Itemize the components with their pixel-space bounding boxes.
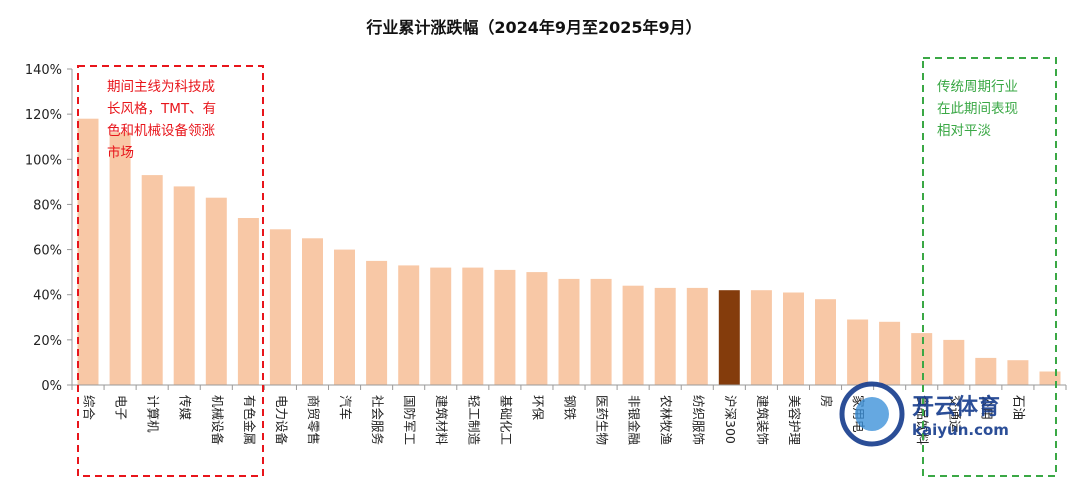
annotation-line: 色和机械设备领涨	[107, 122, 215, 139]
y-tick-label: 120%	[25, 108, 62, 123]
category-label-食品饮料: 食品饮料	[915, 395, 930, 446]
category-label-建筑装饰: 建筑装饰	[755, 395, 770, 445]
annotation-line: 传统周期行业	[937, 79, 1018, 95]
bar-机械设备	[205, 197, 227, 385]
category-label-汽车: 汽车	[338, 395, 353, 420]
category-label-房地产: 房	[819, 395, 834, 408]
bar-环保	[526, 272, 548, 385]
bar-钢铁	[558, 278, 580, 385]
y-tick-label: 0%	[41, 379, 62, 394]
category-label-交通运输: 交通运	[947, 395, 962, 433]
bar-传媒	[173, 186, 195, 385]
watermark-brand: 开云体育	[912, 394, 1000, 420]
bar-沪深300	[718, 290, 740, 385]
y-tick-label: 20%	[33, 334, 62, 349]
category-label-计算机: 计算机	[146, 395, 161, 433]
category-label-农林牧渔: 农林牧渔	[659, 395, 674, 445]
category-label-基础化工: 基础化工	[498, 395, 513, 445]
bar-煤炭	[1039, 371, 1061, 385]
bar-纺织服饰	[686, 287, 708, 385]
category-label-美容护理: 美容护理	[787, 395, 802, 446]
bar-石油石化	[1007, 360, 1029, 385]
bar-计算机	[141, 175, 163, 385]
category-label-社会服务: 社会服务	[370, 395, 385, 445]
category-label-石油石化: 石油	[1011, 395, 1026, 420]
bar-有色金属	[237, 218, 259, 385]
bar-房地产	[815, 299, 836, 385]
y-tick-label: 60%	[33, 244, 62, 259]
category-label-有色金属: 有色金属	[242, 395, 257, 445]
bar-交通运输	[943, 339, 965, 385]
category-label-机械设备: 机械设备	[210, 395, 225, 446]
category-label-商贸零售: 商贸零售	[306, 395, 321, 445]
category-label-非银金融: 非银金融	[627, 395, 642, 446]
bar-轻工制造	[462, 267, 484, 385]
category-label-沪深300: 沪深300	[723, 395, 738, 444]
bar-商贸零售	[302, 238, 323, 385]
annotation-line: 市场	[107, 144, 134, 161]
bar-农林牧渔	[654, 287, 676, 385]
category-label-环保: 环保	[530, 395, 545, 421]
category-label-电力设备: 电力设备	[274, 395, 289, 446]
bar-医药生物	[590, 278, 612, 385]
bar-建筑材料	[430, 267, 452, 385]
category-label-综合: 综合	[82, 395, 97, 421]
y-tick-label: 80%	[33, 198, 62, 213]
y-tick-label: 140%	[25, 63, 62, 78]
y-axis: 0% 20% 40% 60% 80% 100% 120% 140%	[25, 63, 73, 394]
y-tick-label: 40%	[33, 289, 62, 304]
x-axis	[71, 384, 1067, 390]
right-annotation-box	[922, 57, 1057, 477]
category-label-钢铁: 钢铁	[563, 395, 578, 421]
category-label-国防军工: 国防军工	[402, 395, 417, 445]
category-label-传媒: 传媒	[178, 395, 193, 421]
category-label-轻工制造: 轻工制造	[466, 395, 481, 446]
category-label-公用事业: 公用	[979, 395, 994, 420]
watermark-ball-icon	[855, 397, 889, 431]
watermark-logo-icon	[839, 381, 905, 447]
annotation-line: 期间主线为科技成	[107, 79, 215, 95]
bar-通信	[879, 321, 901, 385]
y-tick-label: 100%	[25, 153, 62, 168]
bar-美容护理	[783, 292, 804, 385]
watermark: 开云体育 kaiyun.com	[839, 381, 1009, 447]
bar-电力设备	[269, 229, 291, 385]
bar-综合	[77, 118, 99, 385]
bar-国防军工	[398, 265, 420, 385]
chart-title: 行业累计涨跌幅（2024年9月至2025年9月）	[365, 18, 701, 37]
bars	[77, 118, 1061, 385]
category-label-医药生物: 医药生物	[595, 395, 610, 445]
category-label-纺织服饰: 纺织服饰	[691, 395, 706, 445]
category-label-建筑材料: 建筑材料	[434, 395, 449, 446]
bar-公用事业	[975, 357, 997, 385]
annotation-line: 相对平淡	[937, 123, 991, 139]
bar-社会服务	[366, 260, 388, 385]
bar-基础化工	[494, 269, 516, 385]
annotation-line: 在此期间表现	[937, 101, 1018, 117]
bar-食品饮料	[911, 333, 933, 385]
category-label-电子: 电子	[114, 395, 129, 420]
bar-建筑装饰	[750, 290, 772, 385]
annotation-line: 长风格，TMT、有	[107, 101, 216, 117]
bar-电子	[109, 132, 131, 385]
bar-家用电器	[847, 319, 869, 385]
watermark-site: kaiyun.com	[912, 421, 1009, 439]
left-annotation-box	[77, 65, 264, 477]
bar-汽车	[334, 249, 355, 385]
bar-非银金融	[622, 285, 644, 385]
